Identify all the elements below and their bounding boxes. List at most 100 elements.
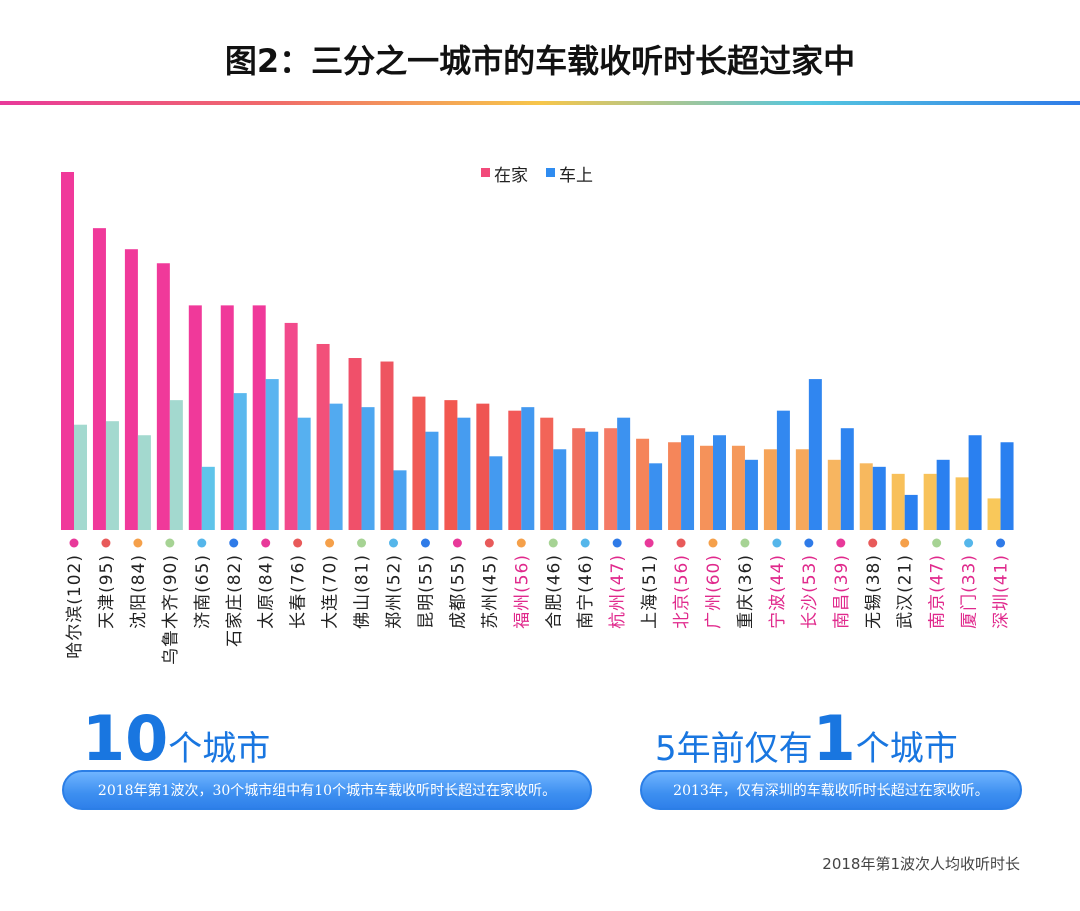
- city-dot: [165, 538, 175, 548]
- city-label: 无锡(38): [864, 554, 884, 629]
- bar-home: [636, 438, 650, 530]
- city-label: 广州(60): [704, 554, 724, 629]
- bar-home: [92, 228, 106, 530]
- bar-home: [476, 403, 490, 530]
- left-stat-desc: 2018年第1波次，30个城市组中有10个城市车载收听时长超过在家收听。: [97, 783, 557, 799]
- city-label: 深圳(41): [992, 554, 1012, 629]
- city-label: 天津(95): [97, 554, 117, 629]
- bar-car: [425, 431, 439, 530]
- city-dot: [900, 538, 910, 548]
- city-dot: [516, 538, 526, 548]
- bar-car: [521, 407, 535, 530]
- bar-home: [572, 428, 586, 530]
- bar-home: [731, 445, 745, 530]
- bar-home: [380, 361, 394, 530]
- bar-car: [904, 494, 918, 530]
- city-label: 乌鲁木齐(90): [161, 554, 181, 665]
- bar-car: [617, 417, 631, 530]
- city-dot: [708, 538, 718, 548]
- bar-home: [412, 396, 426, 530]
- legend-car-label: 车上: [559, 166, 593, 186]
- bar-home: [316, 343, 330, 530]
- bar-home: [540, 417, 554, 530]
- legend-car-swatch: [546, 168, 555, 177]
- bar-car: [1000, 442, 1014, 530]
- city-dot: [229, 538, 239, 548]
- city-label: 武汉(21): [896, 554, 916, 629]
- bar-home: [156, 263, 170, 530]
- city-label: 杭州(47): [608, 554, 628, 629]
- left-stat-number: 10: [82, 702, 169, 775]
- city-dot: [836, 538, 846, 548]
- bar-car: [169, 400, 183, 530]
- city-label: 南京(47): [928, 554, 948, 629]
- city-dot: [932, 538, 942, 548]
- right-stat-desc: 2013年，仅有深圳的车载收听时长超过在家收听。: [673, 783, 989, 799]
- city-label: 南宁(46): [576, 554, 596, 629]
- city-dot: [804, 538, 814, 548]
- city-label: 佛山(81): [353, 554, 373, 629]
- bar-car: [872, 466, 886, 530]
- city-label: 济南(65): [193, 554, 213, 629]
- city-label: 郑州(52): [385, 554, 405, 629]
- page-title: 图2：三分之一城市的车载收听时长超过家中: [224, 42, 856, 80]
- city-dot: [996, 538, 1006, 548]
- city-label: 宁波(44): [768, 554, 788, 629]
- city-dot: [676, 538, 686, 548]
- bar-home: [795, 449, 809, 530]
- title-divider: [0, 101, 1080, 105]
- city-label: 重庆(36): [736, 554, 756, 629]
- city-dot: [772, 538, 782, 548]
- city-label: 昆明(55): [416, 554, 436, 629]
- city-dot: [452, 538, 462, 548]
- bar-car: [744, 459, 758, 530]
- bar-car: [137, 435, 151, 530]
- city-dot: [964, 538, 974, 548]
- bar-car: [457, 417, 471, 530]
- city-dot: [69, 538, 79, 548]
- left-stat-pill: 2018年第1波次，30个城市组中有10个城市车载收听时长超过在家收听。: [62, 770, 592, 810]
- city-dot: [612, 538, 622, 548]
- bar-home: [668, 442, 682, 530]
- bar-home: [859, 463, 873, 530]
- bar-car: [776, 410, 790, 530]
- city-dot: [197, 538, 207, 548]
- city-dot: [484, 538, 494, 548]
- city-label: 北京(56): [672, 554, 692, 629]
- bar-car: [105, 421, 119, 530]
- city-dot: [293, 538, 303, 548]
- footnote: 2018年第1波次人均收听时长: [822, 855, 1020, 873]
- bar-home: [923, 473, 937, 530]
- bar-car: [681, 435, 695, 530]
- bar-car: [265, 379, 279, 530]
- bar-car: [936, 459, 950, 530]
- bar-home: [763, 449, 777, 530]
- bar-car: [489, 456, 503, 530]
- left-stat-headline: 10个城市: [82, 708, 270, 770]
- legend-home-label: 在家: [494, 166, 528, 186]
- city-label: 上海(51): [640, 554, 660, 629]
- city-dot: [357, 538, 367, 548]
- city-dot: [133, 538, 143, 548]
- bar-car: [808, 379, 822, 530]
- bar-car: [233, 393, 247, 530]
- city-dot: [101, 538, 111, 548]
- city-dot: [420, 538, 430, 548]
- bar-home: [987, 498, 1001, 530]
- city-dot: [325, 538, 335, 548]
- city-dot: [644, 538, 654, 548]
- bar-home: [508, 410, 522, 530]
- bar-car: [201, 466, 215, 530]
- bar-car: [649, 463, 663, 530]
- right-stat-number: 1: [812, 702, 856, 775]
- bar-home: [252, 305, 266, 530]
- city-dot: [740, 538, 750, 548]
- bar-car: [297, 417, 311, 530]
- city-label: 长春(76): [289, 554, 309, 629]
- bar-home: [700, 445, 713, 530]
- bar-home: [124, 249, 138, 530]
- bar-car: [585, 431, 599, 530]
- right-stat-pill: 2013年，仅有深圳的车载收听时长超过在家收听。: [640, 770, 1022, 810]
- bar-home: [284, 322, 298, 530]
